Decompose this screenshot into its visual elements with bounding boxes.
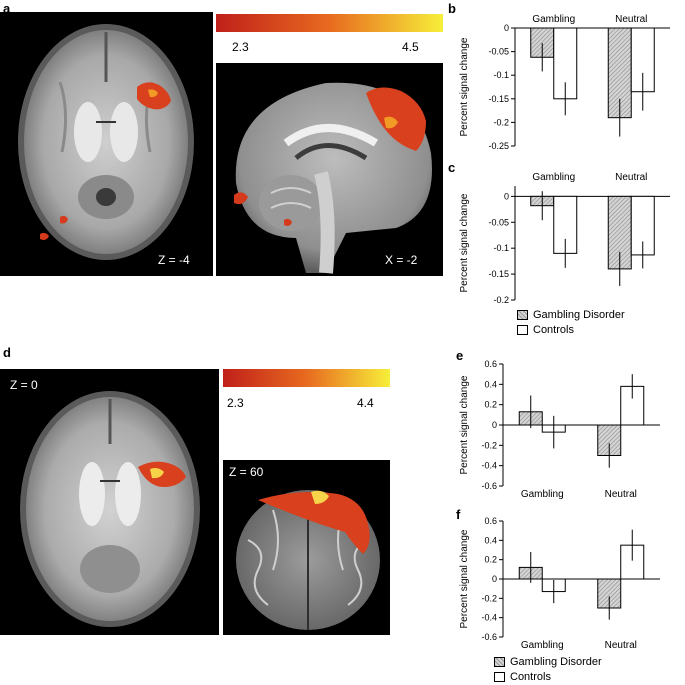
y-tick-label: -0.05 (488, 217, 509, 227)
y-tick-label: -0.4 (481, 461, 497, 471)
y-tick-label: 0 (504, 191, 509, 201)
legend-top: Gambling Disorder Controls (517, 308, 625, 338)
y-tick-label: -0.2 (481, 593, 497, 603)
colorbar-bottom-max: 4.4 (357, 396, 374, 410)
chart-f: 0.6 0.4 0.2 0 -0.2 -0.4 -0.6 Percent signal cha… (455, 515, 680, 655)
hatched-swatch-icon (517, 310, 528, 320)
y-tick-label: 0.6 (484, 516, 497, 526)
y-tick-label: -0.6 (481, 481, 497, 491)
panel-label-e: e (456, 348, 464, 363)
y-tick-label: 0.6 (484, 359, 497, 369)
y-tick-label: 0 (492, 420, 497, 430)
legend-item-gambling-disorder: Gambling Disorder (517, 308, 625, 322)
colorbar-bottom (223, 369, 390, 387)
y-tick-label: 0.2 (484, 400, 497, 410)
category-label-neutral: Neutral (615, 172, 647, 183)
chart-c: 0 -0.05 -0.1 -0.15 -0.2 Percent signal change… (455, 168, 680, 308)
y-tick-label: -0.15 (488, 94, 509, 104)
hatched-swatch-icon (494, 657, 505, 667)
white-swatch-icon (517, 325, 528, 335)
chart-b: 0 -0.05 -0.1 -0.15 -0.2 -0.25 Percent signal c… (455, 10, 680, 155)
panel-label-a: a (3, 1, 11, 16)
chart-svg-f: 0.6 0.4 0.2 0 -0.2 -0.4 -0.6 Percent signal cha… (459, 516, 660, 651)
legend-label: Gambling Disorder (510, 656, 602, 668)
y-axis-title: Percent signal change (459, 37, 470, 136)
slice-label-z-minus-4: Z = -4 (158, 253, 190, 267)
category-label-gambling: Gambling (532, 172, 575, 183)
category-label-gambling: Gambling (532, 14, 575, 25)
white-swatch-icon (494, 672, 505, 682)
y-axis-title: Percent signal change (459, 529, 470, 628)
panel-label-c: c (448, 160, 456, 175)
chart-e: 0.6 0.4 0.2 0 -0.2 -0.4 -0.6 Percent signal cha… (455, 358, 680, 503)
brain-superior-slice-bottom (223, 460, 390, 635)
y-tick-label: -0.25 (488, 141, 509, 151)
y-tick-label: -0.1 (493, 70, 509, 80)
legend-label: Controls (533, 324, 574, 336)
y-tick-label: 0.2 (484, 555, 497, 565)
y-tick-label: 0.4 (484, 379, 497, 389)
legend-label: Controls (510, 671, 551, 683)
y-tick-label: 0 (492, 574, 497, 584)
category-label-gambling: Gambling (521, 640, 564, 651)
chart-svg-b: 0 -0.05 -0.1 -0.15 -0.2 -0.25 Percent signal c… (459, 14, 670, 151)
panel-label-d: d (3, 345, 11, 360)
y-tick-label: -0.1 (493, 243, 509, 253)
y-tick-label: -0.05 (488, 47, 509, 57)
y-tick-label: -0.15 (488, 269, 509, 279)
category-label-neutral: Neutral (605, 489, 637, 500)
brain-axial-slice-top (0, 12, 213, 276)
colorbar-top (216, 14, 443, 32)
slice-label-x-minus-2: X = -2 (385, 253, 418, 267)
y-tick-label: 0 (504, 23, 509, 33)
category-label-neutral: Neutral (615, 14, 647, 25)
legend-label: Gambling Disorder (533, 309, 625, 321)
colorbar-top-max: 4.5 (402, 40, 419, 54)
colorbar-top-min: 2.3 (232, 40, 249, 54)
brain-axial-slice-bottom (0, 369, 219, 635)
slice-label-z-0: Z = 0 (10, 378, 38, 392)
y-tick-label: 0.4 (484, 535, 497, 545)
legend-bottom: Gambling Disorder Controls (494, 655, 602, 685)
y-tick-label: -0.2 (493, 117, 509, 127)
chart-svg-e: 0.6 0.4 0.2 0 -0.2 -0.4 -0.6 Percent signal cha… (459, 359, 660, 500)
category-label-neutral: Neutral (605, 640, 637, 651)
colorbar-bottom-min: 2.3 (227, 396, 244, 410)
y-tick-label: -0.4 (481, 613, 497, 623)
legend-item-controls: Controls (517, 323, 625, 337)
y-tick-label: -0.6 (481, 632, 497, 642)
panel-label-f: f (456, 507, 461, 522)
slice-label-z-60: Z = 60 (229, 465, 264, 479)
chart-svg-c: 0 -0.05 -0.1 -0.15 -0.2 Percent signal change… (459, 172, 670, 305)
y-tick-label: -0.2 (481, 440, 497, 450)
panel-label-b: b (448, 1, 456, 16)
y-tick-label: -0.2 (493, 295, 509, 305)
brain-sagittal-slice-top (216, 63, 443, 276)
category-label-gambling: Gambling (521, 489, 564, 500)
legend-item-gambling-disorder: Gambling Disorder (494, 655, 602, 669)
y-axis-title: Percent signal change (459, 375, 470, 474)
y-axis-title: Percent signal change (459, 193, 470, 292)
